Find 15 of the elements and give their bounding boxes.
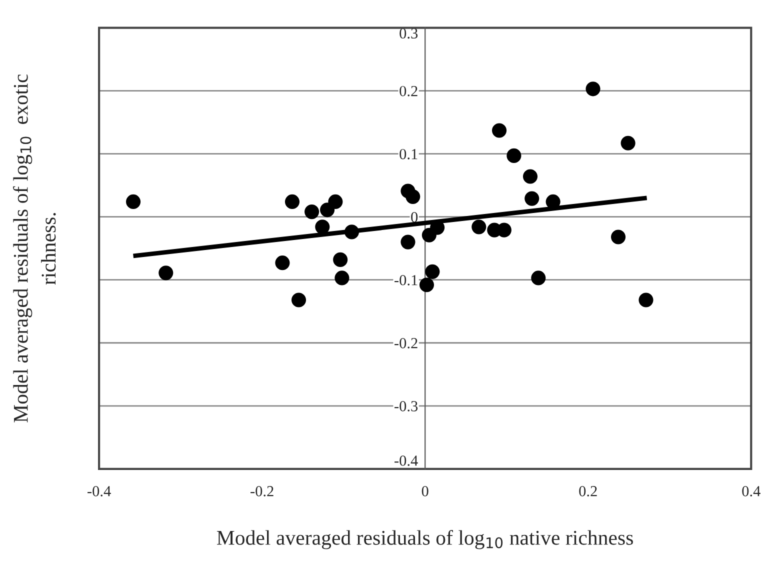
y-tick-label: 0.2 bbox=[400, 86, 418, 96]
x-axis-title: Model averaged residuals of log$_{10}$ native richness bbox=[216, 530, 633, 550]
x-tick-label: -0.4 bbox=[88, 486, 111, 496]
x-tick-label: 0.4 bbox=[742, 486, 760, 496]
x-tick-label: 0.2 bbox=[579, 486, 597, 496]
x-tick-label: 0 bbox=[422, 486, 428, 496]
y-tick-label: 0 bbox=[411, 212, 418, 222]
y-tick-label: 0.1 bbox=[400, 148, 418, 160]
y-tick-label: -0.4 bbox=[394, 455, 418, 466]
y-tick-label: -0.3 bbox=[394, 401, 418, 412]
text: Model averaged residuals of log$_{10}$ exotic richness. bbox=[12, 74, 56, 422]
x-tick-label: -0.2 bbox=[250, 486, 274, 496]
y-tick-label: -0.1 bbox=[394, 274, 418, 286]
y-tick-label: 0.3 bbox=[400, 28, 418, 39]
y-tick-label: -0.2 bbox=[394, 338, 418, 348]
